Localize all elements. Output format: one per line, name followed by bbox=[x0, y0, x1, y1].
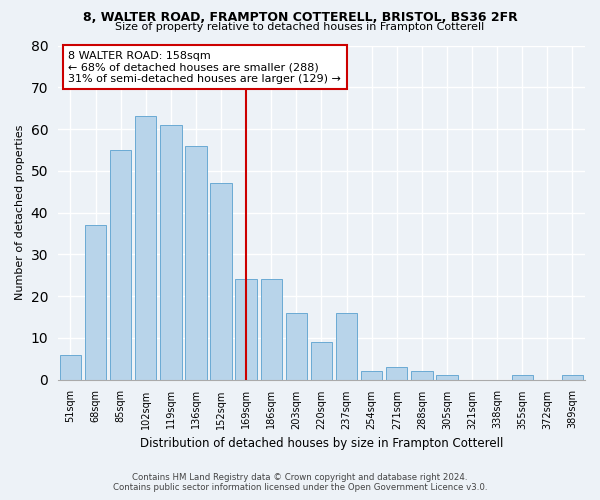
Text: 8 WALTER ROAD: 158sqm
← 68% of detached houses are smaller (288)
31% of semi-det: 8 WALTER ROAD: 158sqm ← 68% of detached … bbox=[68, 50, 341, 84]
Bar bbox=[286, 313, 307, 380]
Bar bbox=[211, 184, 232, 380]
Bar bbox=[85, 225, 106, 380]
Bar bbox=[60, 354, 81, 380]
Text: Contains HM Land Registry data © Crown copyright and database right 2024.
Contai: Contains HM Land Registry data © Crown c… bbox=[113, 473, 487, 492]
Bar bbox=[336, 313, 357, 380]
Bar bbox=[311, 342, 332, 380]
Bar bbox=[160, 125, 182, 380]
Bar bbox=[110, 150, 131, 380]
Text: Size of property relative to detached houses in Frampton Cotterell: Size of property relative to detached ho… bbox=[115, 22, 485, 32]
Bar bbox=[135, 116, 157, 380]
Bar bbox=[260, 280, 282, 380]
Text: 8, WALTER ROAD, FRAMPTON COTTERELL, BRISTOL, BS36 2FR: 8, WALTER ROAD, FRAMPTON COTTERELL, BRIS… bbox=[83, 11, 517, 24]
Bar bbox=[185, 146, 206, 380]
Bar bbox=[512, 376, 533, 380]
Bar bbox=[235, 280, 257, 380]
Bar bbox=[562, 376, 583, 380]
Bar bbox=[386, 367, 407, 380]
Bar bbox=[411, 371, 433, 380]
Bar bbox=[436, 376, 458, 380]
X-axis label: Distribution of detached houses by size in Frampton Cotterell: Distribution of detached houses by size … bbox=[140, 437, 503, 450]
Bar bbox=[361, 371, 382, 380]
Y-axis label: Number of detached properties: Number of detached properties bbox=[15, 125, 25, 300]
